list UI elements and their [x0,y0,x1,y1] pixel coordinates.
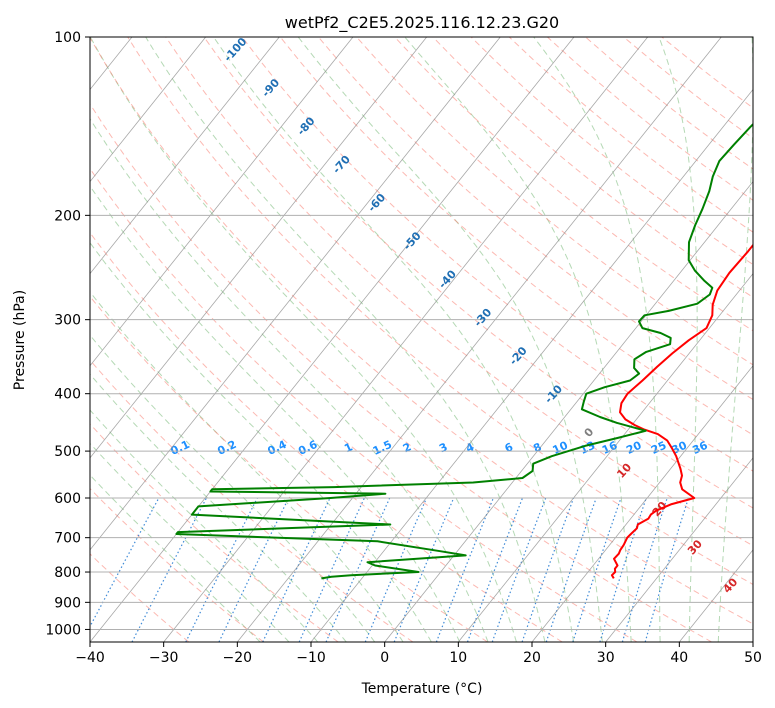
isotherm-line [90,37,354,367]
y-tick-label: 300 [54,313,81,329]
y-tick-label: 200 [54,208,81,224]
mixing-ratio-line [521,497,575,642]
isotherm-line [90,37,207,183]
x-tick-label: 50 [744,650,762,666]
mixing-ratio-line [298,497,365,642]
mixing-ratio-line [621,497,668,642]
mixing-ratio-line [435,497,494,642]
y-tick-label: 100 [54,30,81,46]
moist-adiabat-line [90,442,290,642]
mixing-ratio-line [644,497,689,642]
mixing-ratio-label: 36 [690,439,710,457]
dry-adiabat-line [318,37,753,401]
dry-adiabat-line [127,37,753,586]
dry-adiabat-line [356,37,753,366]
y-tick-label: 400 [54,387,81,403]
moist-adiabat-line [658,37,698,642]
plot-area: 0.1 0.2 0.4 0.6 1 1.5 2 3 4 6 8 10 13 16 20 25 30 36 -100… [90,37,753,642]
moist-adiabat-line [90,334,376,642]
y-tick-label: 800 [54,565,81,581]
isotherm-line [236,37,722,642]
mixing-ratio-label: 20 [624,439,644,457]
dry-adiabat-line [90,295,488,642]
temperature-line [610,243,753,579]
y-tick-label: 900 [54,595,81,611]
y-tick-label: 700 [54,531,81,547]
dry-adiabat-line [90,553,190,642]
x-tick-label: 10 [449,650,467,666]
moist-adiabat-line [297,37,603,642]
isotherm-line [90,37,575,642]
x-tick-label: −30 [149,650,179,666]
dry-adiabat-line [90,103,712,642]
dry-adiabat-line [394,37,753,332]
dry-adiabat-line [90,423,339,642]
x-axis-label: Temperature (°C) [361,681,483,697]
dry-adiabat-line [90,37,753,625]
profile-series [175,122,753,580]
y-tick-label: 1000 [45,622,81,638]
y-axis-ticks: 100 200 300 400 500 600 700 800 900 1000 [45,30,90,638]
mixing-ratio-line [572,497,622,642]
moist-adiabat-line [145,37,546,642]
y-tick-label: 500 [54,444,81,460]
x-tick-label: 40 [670,650,688,666]
mixing-ratio-line [185,497,258,642]
isotherm-line [310,88,753,642]
isotherm-line [163,37,649,642]
moist-adiabat-line [404,37,632,642]
y-axis-label: Pressure (hPa) [12,290,28,390]
x-tick-label: 0 [380,650,389,666]
isotherm-line [90,37,280,275]
moist-adiabat-line [533,37,661,642]
plot-frame [89,36,754,643]
pressure-gridlines [90,37,753,630]
x-tick-label: −40 [75,650,105,666]
isotherm-line [531,365,753,642]
dewpoint-line [175,122,753,580]
mixing-ratio-label: 25 [649,439,668,457]
mixing-ratio-label: 16 [600,439,620,457]
isotherm-line [605,457,753,642]
chart-title: wetPf2_C2E5.2025.116.12.23.G20 [285,13,559,33]
x-axis-ticks: −40 −30 −20 −10 0 10 20 30 40 50 [75,642,762,666]
x-tick-label: 30 [597,650,615,666]
dry-adiabat-line [90,167,638,642]
mixing-ratio-line [599,497,647,642]
isotherm-line [457,272,753,642]
x-tick-label: −20 [223,650,253,666]
mixing-ratio-line [218,497,290,642]
mixing-ratio-line [364,497,428,642]
mixing-ratio-line [131,497,207,642]
moist-adiabat-line [90,373,347,642]
moist-adiabat-line [90,37,517,642]
mixing-ratio-line [545,497,597,642]
mixing-ratio-line [325,497,391,642]
dry-adiabat-line [165,37,753,547]
mixing-ratio-line [393,497,455,642]
dry-adiabat-line [203,37,753,509]
mixing-ratio-line [90,497,160,628]
y-tick-label: 600 [54,491,81,507]
isotherm-line [90,37,501,551]
mixing-ratio-line [466,497,524,642]
moist-adiabat-line [90,474,261,642]
isotherm-line [90,37,428,459]
moist-adiabat-line [717,37,753,642]
moist-adiabat-line [90,291,404,642]
isotherm-line [384,180,753,642]
moist-adiabat-line [213,37,575,642]
moist-adiabat-line [90,117,489,642]
x-tick-label: 20 [523,650,541,666]
mixing-ratio-line [262,497,331,642]
mixing-ratio-line [491,497,547,642]
x-tick-label: −10 [296,650,326,666]
isotherms [90,37,753,642]
